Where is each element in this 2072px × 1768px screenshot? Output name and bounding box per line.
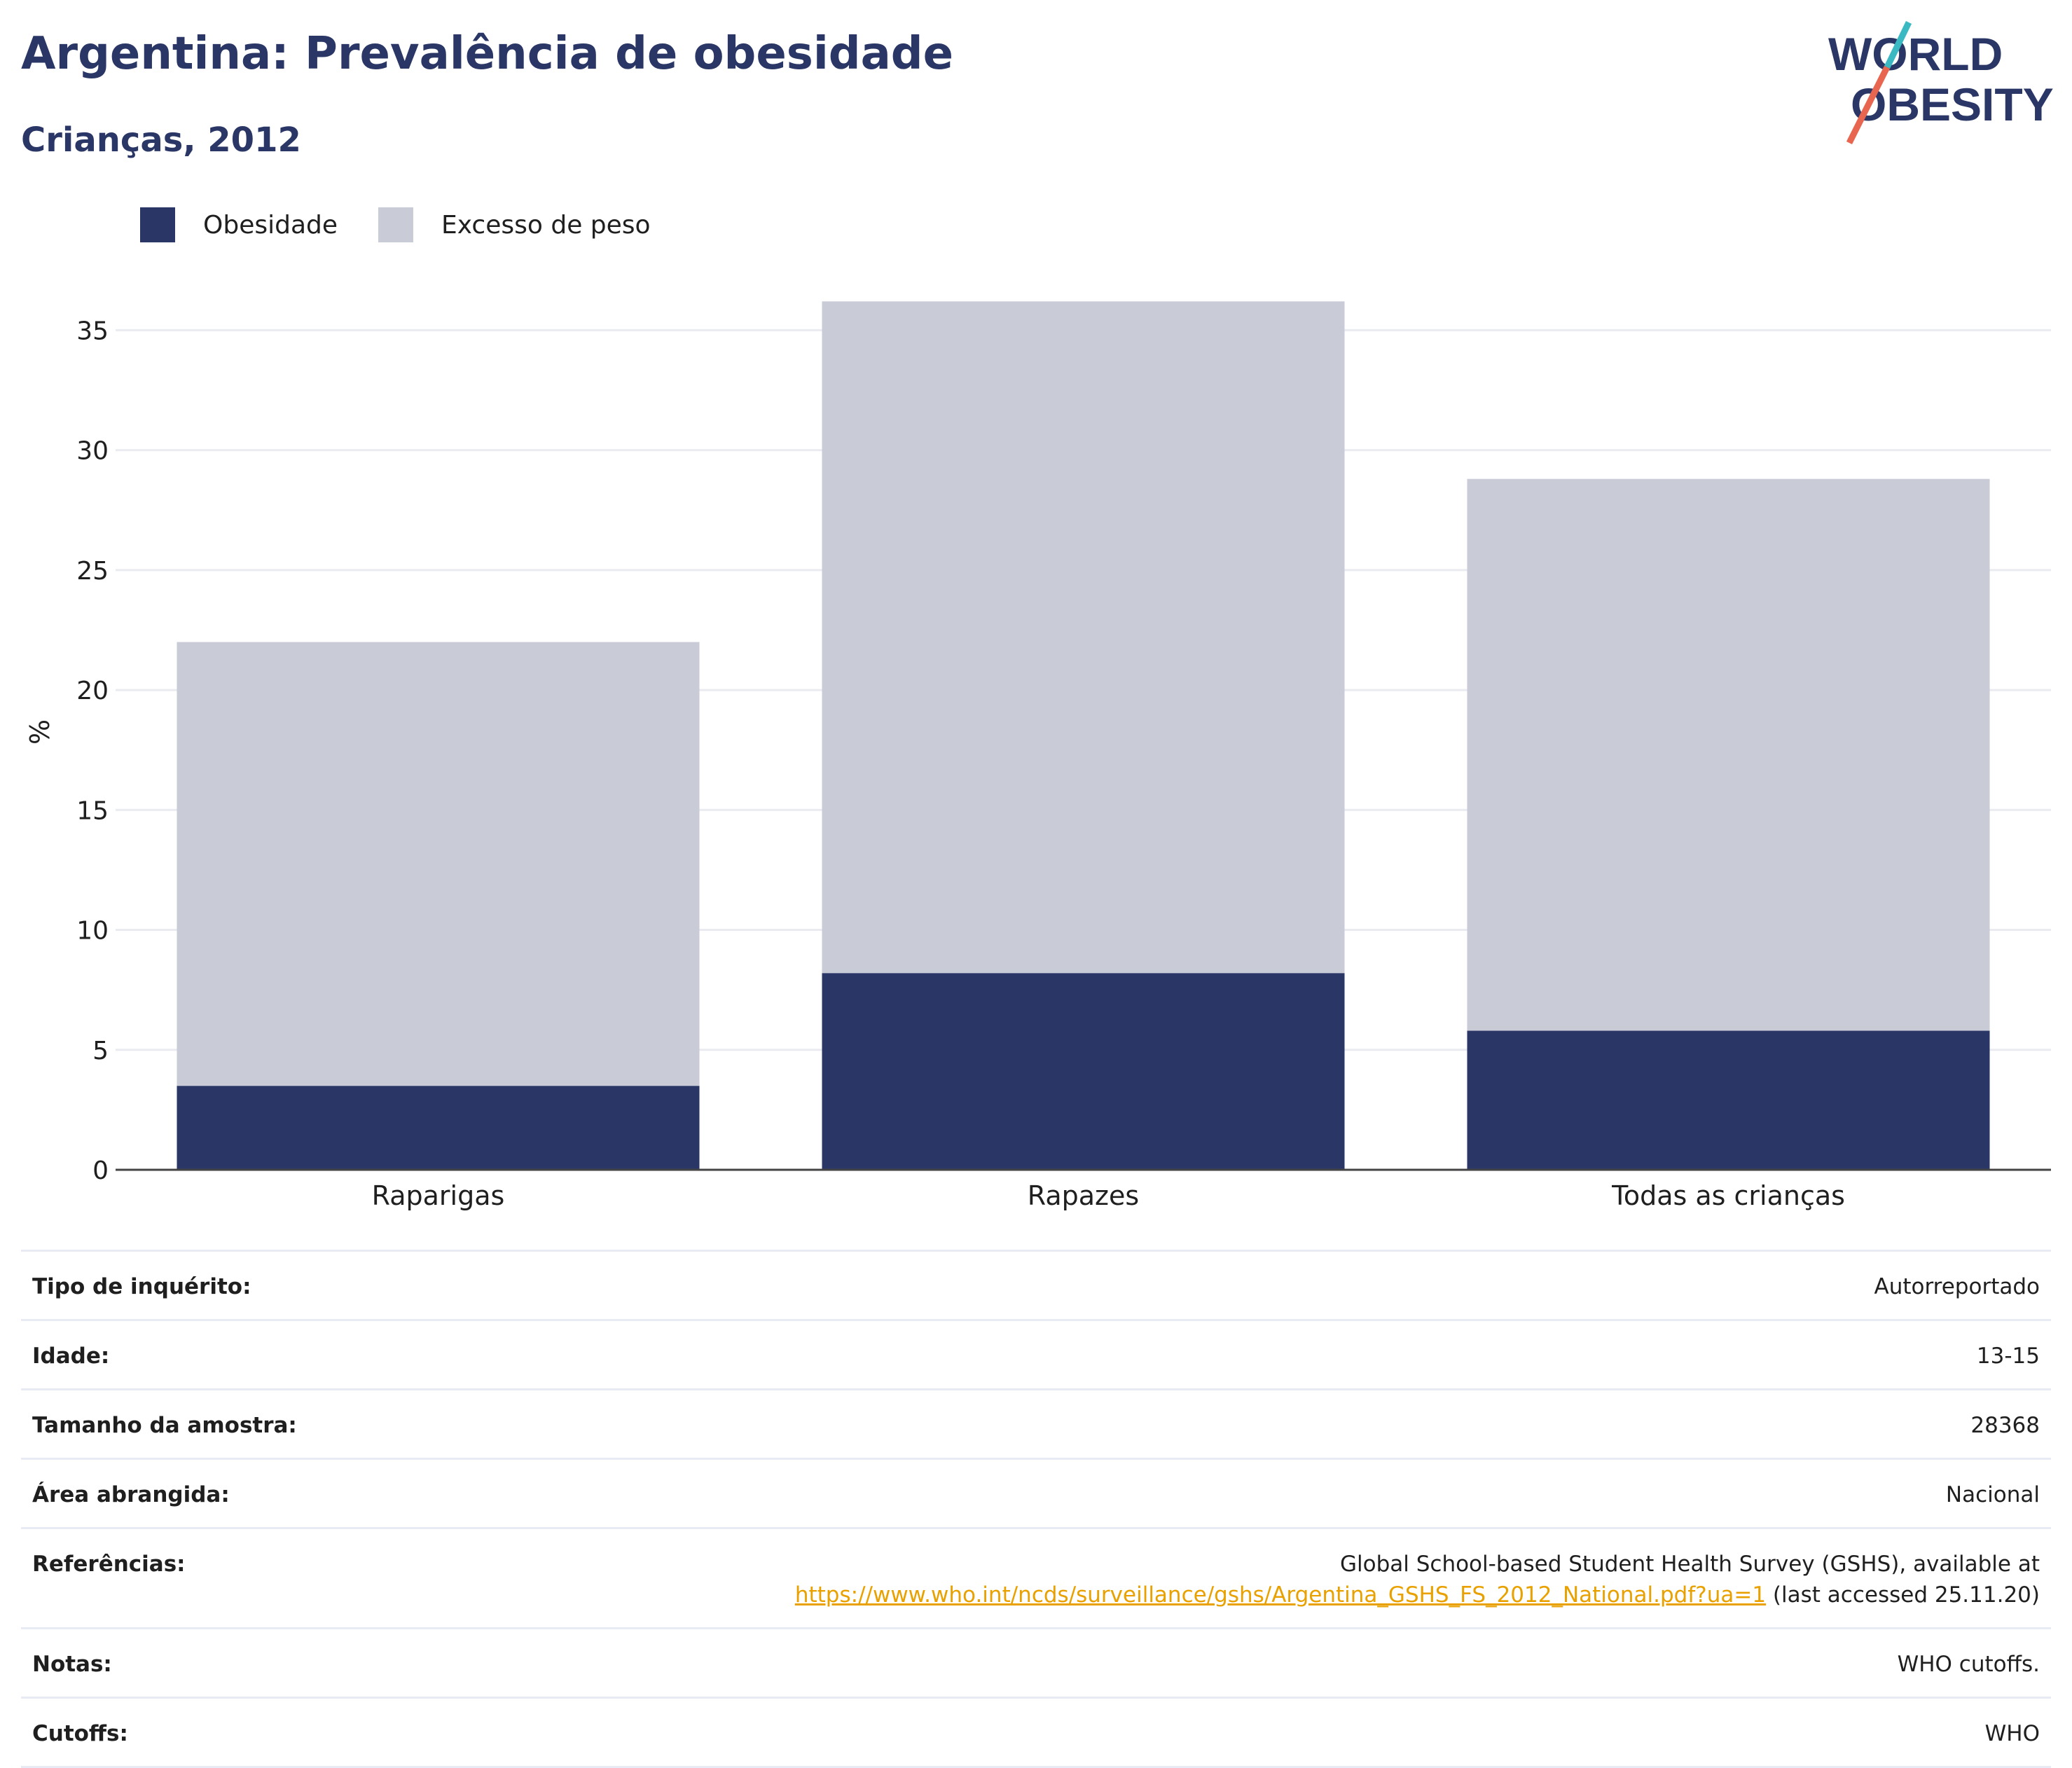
info-value-references: Global School-based Student Health Surve… [795, 1549, 2040, 1610]
x-tick-label: Raparigas [372, 1180, 505, 1211]
reference-suffix: (last accessed 25.11.20) [1766, 1582, 2040, 1608]
info-value: WHO cutoffs. [1897, 1652, 2040, 1677]
world-obesity-logo: WORLD OBESITY [1828, 21, 2054, 145]
info-label: Idade: [32, 1344, 110, 1369]
y-tick-label: 10 [76, 917, 109, 946]
survey-info-table: Tipo de inquérito: Autorreportado Idade:… [21, 1250, 2051, 1768]
info-label: Área abrangida: [32, 1482, 230, 1507]
y-tick-label: 5 [92, 1037, 109, 1065]
legend-item-obesidade[interactable]: Obesidade [140, 207, 338, 242]
logo-line2: OBESITY [1851, 78, 2054, 130]
page-subtitle: Crianças, 2012 [21, 120, 301, 160]
logo-slash-bottom [1846, 65, 1891, 145]
info-row-age: Idade: 13-15 [21, 1321, 2051, 1390]
info-row-references: Referências: Global School-based Student… [21, 1529, 2051, 1629]
y-tick-label: 35 [76, 317, 109, 345]
info-label: Tamanho da amostra: [32, 1413, 297, 1438]
reference-text: Global School-based Student Health Surve… [1339, 1552, 2040, 1577]
info-value: 28368 [1970, 1413, 2040, 1438]
bar-obesidade [822, 973, 1345, 1170]
bar-obesidade [1467, 1030, 1990, 1170]
info-label: Referências: [32, 1552, 186, 1577]
x-tick-label: Todas as crianças [1611, 1180, 1845, 1211]
info-value: Autorreportado [1874, 1274, 2040, 1299]
info-label: Tipo de inquérito: [32, 1274, 251, 1299]
stacked-bar-chart: 0 5 10 15 20 25 30 35 Raparigas Rapazes Todas as c… [25, 301, 2051, 1211]
page-title: Argentina: Prevalência de obesidade [21, 28, 953, 80]
info-value: WHO [1984, 1721, 2040, 1746]
legend-swatch-obesidade [140, 207, 175, 242]
reference-link[interactable]: https://www.who.int/ncds/surveillance/gs… [794, 1582, 1767, 1608]
bar-obesidade [177, 1086, 700, 1170]
info-row-notes: Notas: WHO cutoffs. [21, 1629, 2051, 1699]
y-axis-label: % [25, 719, 55, 745]
legend-label-excesso-de-peso: Excesso de peso [441, 210, 651, 240]
y-tick-label: 15 [76, 796, 109, 825]
info-value: Nacional [1945, 1482, 2040, 1507]
legend-item-excesso-de-peso[interactable]: Excesso de peso [378, 207, 651, 242]
bar-excesso-de-peso [1467, 478, 1990, 1031]
y-tick-label: 0 [92, 1156, 109, 1185]
chart-legend: Obesidade Excesso de peso [140, 207, 691, 242]
info-value: 13-15 [1976, 1344, 2040, 1369]
legend-swatch-excesso-de-peso [378, 207, 414, 242]
bar-excesso-de-peso [177, 642, 700, 1086]
legend-label-obesidade: Obesidade [203, 210, 338, 240]
y-tick-label: 30 [76, 437, 109, 466]
bar-excesso-de-peso [822, 301, 1345, 974]
y-tick-label: 20 [76, 677, 109, 705]
info-row-area: Área abrangida: Nacional [21, 1460, 2051, 1529]
info-row-sample-size: Tamanho da amostra: 28368 [21, 1390, 2051, 1460]
info-label: Cutoffs: [32, 1721, 128, 1746]
info-row-cutoffs: Cutoffs: WHO [21, 1699, 2051, 1768]
x-tick-label: Rapazes [1028, 1180, 1139, 1211]
logo-slash-top [1884, 21, 1912, 69]
logo-line1: WORLD [1828, 28, 2003, 80]
info-label: Notas: [32, 1652, 112, 1677]
info-row-survey-type: Tipo de inquérito: Autorreportado [21, 1252, 2051, 1321]
y-tick-label: 25 [76, 557, 109, 586]
